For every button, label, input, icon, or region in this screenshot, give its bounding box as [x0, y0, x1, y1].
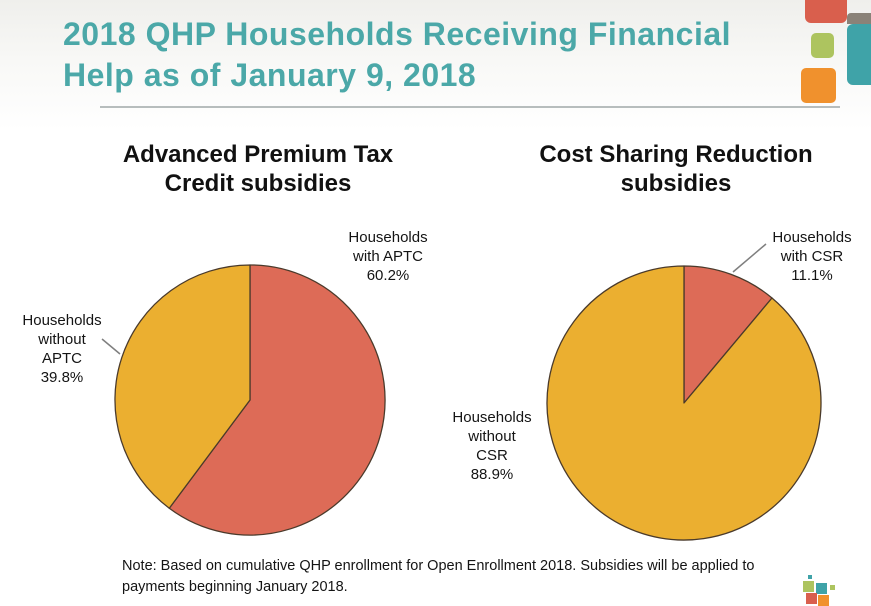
logo-green-dot	[830, 585, 835, 590]
logo-teal-square	[816, 583, 827, 594]
logo-green-square	[803, 581, 814, 592]
title-underline	[100, 106, 840, 108]
pie-slice	[546, 265, 822, 541]
aptc-with-label: Households with APTC 60.2%	[348, 229, 428, 284]
csr-without-label: Households without CSR 88.9%	[452, 409, 532, 483]
pie-slice	[168, 264, 386, 536]
pie-slice	[114, 264, 251, 509]
logo-red-square	[806, 593, 817, 604]
deco-green-square	[811, 33, 834, 58]
aptc-without-label: Households without APTC 39.8%	[22, 312, 102, 386]
deco-red-square	[805, 0, 847, 23]
aptc-chart-title: Advanced Premium Tax Credit subsidies	[122, 141, 394, 197]
logo-teal-dot	[808, 575, 812, 579]
footnote: Note: Based on cumulative QHP enrollment…	[122, 558, 755, 595]
slide-title: 2018 QHP Households Receiving Financial …	[63, 16, 732, 93]
csr-pie-chart	[546, 265, 822, 541]
deco-teal-block	[847, 24, 871, 85]
csr-chart-title: Cost Sharing Reduction subsidies	[539, 141, 813, 197]
aptc-pie-chart	[114, 264, 386, 536]
logo-orange-square	[818, 595, 829, 606]
pie-slice	[683, 265, 773, 404]
deco-orange-square	[801, 68, 836, 103]
deco-gray-bar	[847, 13, 871, 24]
csr-with-label: Households with CSR 11.1%	[772, 229, 852, 284]
